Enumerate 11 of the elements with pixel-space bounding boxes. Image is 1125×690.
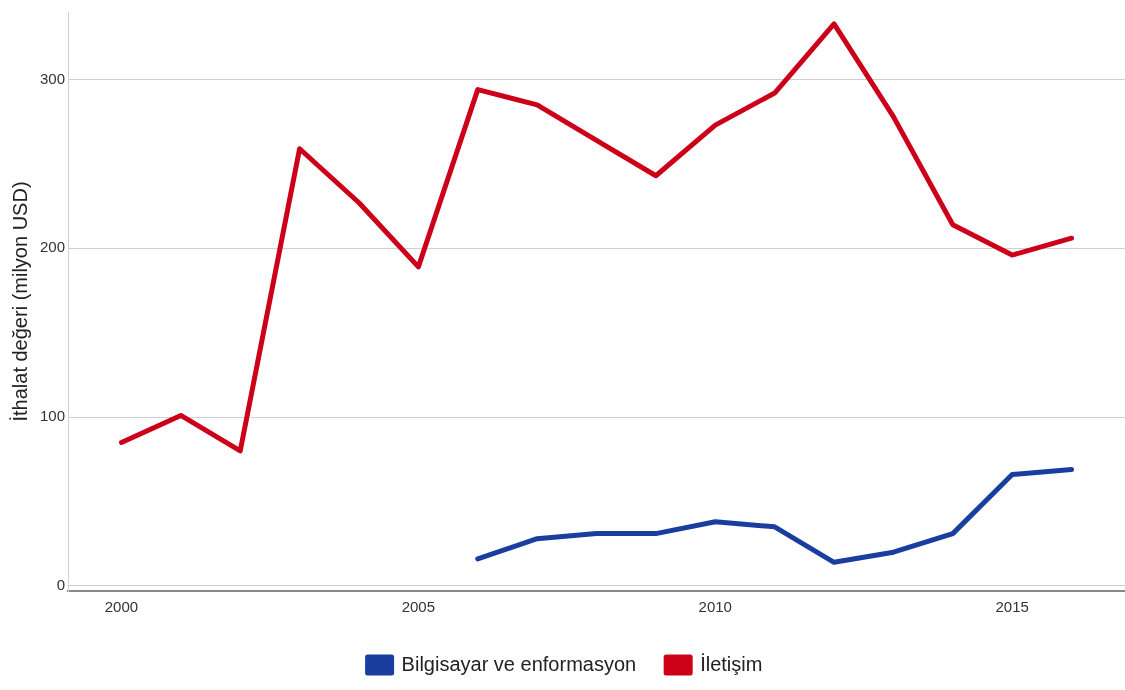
legend-label: Bilgisayar ve enformasyon bbox=[401, 652, 637, 675]
legend-label: İletişim bbox=[700, 652, 763, 675]
y-axis-title: İthalat değeri (milyon USD) bbox=[8, 181, 31, 422]
y-tick-label: 200 bbox=[40, 238, 66, 256]
x-tick-label: 2000 bbox=[104, 598, 139, 616]
x-tick-label: 2010 bbox=[698, 598, 732, 616]
x-tick-label: 2005 bbox=[401, 598, 436, 616]
y-tick-label: 300 bbox=[40, 69, 66, 87]
x-tick-label: 2015 bbox=[995, 598, 1029, 616]
y-tick-label: 0 bbox=[56, 576, 66, 594]
y-tick-label: 100 bbox=[40, 407, 66, 425]
